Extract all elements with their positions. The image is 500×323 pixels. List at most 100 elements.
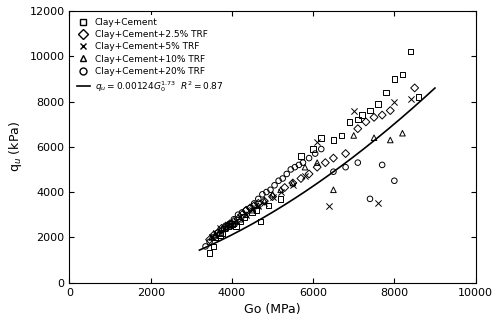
Point xyxy=(274,178,282,183)
Point xyxy=(330,169,338,174)
Point xyxy=(228,221,236,226)
Point xyxy=(366,108,374,113)
Point xyxy=(226,221,234,226)
Point xyxy=(210,233,218,238)
Point xyxy=(212,230,220,235)
Point xyxy=(346,119,354,124)
Point xyxy=(338,133,345,138)
Point xyxy=(410,85,418,90)
Point xyxy=(358,112,366,118)
Point xyxy=(268,194,276,199)
Point xyxy=(317,146,325,151)
Point xyxy=(232,224,240,229)
Point xyxy=(210,235,218,240)
Point xyxy=(216,230,224,235)
Point xyxy=(282,172,290,177)
Y-axis label: q$_u$ (kPa): q$_u$ (kPa) xyxy=(7,121,24,172)
Point xyxy=(248,208,256,213)
Point xyxy=(206,239,214,245)
Point xyxy=(313,165,321,170)
Point xyxy=(242,208,250,213)
Point xyxy=(386,137,394,142)
Point xyxy=(214,230,222,235)
Point xyxy=(238,212,246,217)
Point xyxy=(390,99,398,104)
Point xyxy=(326,203,334,208)
Point xyxy=(330,187,338,193)
Point xyxy=(278,176,286,181)
Point xyxy=(287,167,295,172)
Point xyxy=(390,178,398,183)
Point xyxy=(230,219,238,224)
Point xyxy=(212,235,220,240)
Point xyxy=(216,226,224,231)
Point xyxy=(354,160,362,165)
Point xyxy=(342,151,349,156)
Point xyxy=(218,230,226,235)
Point xyxy=(330,137,338,142)
Point xyxy=(311,151,319,156)
Point xyxy=(206,237,214,242)
Point xyxy=(242,212,250,217)
Point xyxy=(226,221,234,226)
Point xyxy=(270,183,278,188)
Point xyxy=(248,210,256,215)
Point xyxy=(220,226,228,231)
Point xyxy=(398,130,406,136)
Point xyxy=(297,153,305,159)
Point xyxy=(256,219,264,224)
X-axis label: Go (MPa): Go (MPa) xyxy=(244,303,301,316)
Point xyxy=(254,203,262,208)
Point xyxy=(330,156,338,161)
Point xyxy=(305,172,313,177)
Point xyxy=(305,156,313,161)
Point xyxy=(254,203,262,208)
Point xyxy=(276,190,284,195)
Point xyxy=(218,226,226,231)
Point xyxy=(202,244,209,249)
Point xyxy=(262,190,270,195)
Point xyxy=(236,219,244,224)
Point xyxy=(289,181,297,186)
Point xyxy=(222,226,230,231)
Point xyxy=(252,208,260,213)
Point xyxy=(322,160,330,165)
Point xyxy=(230,217,238,222)
Point xyxy=(268,194,276,199)
Point xyxy=(366,196,374,202)
Point xyxy=(386,108,394,113)
Point xyxy=(222,224,230,229)
Point xyxy=(266,187,274,193)
Point xyxy=(350,133,358,138)
Point xyxy=(313,160,321,165)
Point xyxy=(301,165,309,170)
Point xyxy=(280,185,288,190)
Point xyxy=(390,76,398,81)
Legend: Clay+Cement, Clay+Cement+2.5% TRF, Clay+Cement+5% TRF, Clay+Cement+10% TRF, Clay: Clay+Cement, Clay+Cement+2.5% TRF, Clay+… xyxy=(74,16,226,97)
Point xyxy=(301,174,309,179)
Point xyxy=(230,221,238,226)
Point xyxy=(317,135,325,140)
Point xyxy=(374,101,382,106)
Point xyxy=(362,119,370,124)
Point xyxy=(222,226,230,231)
Point xyxy=(370,135,378,140)
Point xyxy=(208,235,216,240)
Point xyxy=(250,201,258,206)
Point xyxy=(382,90,390,95)
Point xyxy=(238,210,246,215)
Point xyxy=(354,117,362,122)
Point xyxy=(406,49,414,54)
Point xyxy=(218,228,226,233)
Point xyxy=(260,199,268,204)
Point xyxy=(234,217,242,222)
Point xyxy=(212,233,220,238)
Point xyxy=(216,233,224,238)
Point xyxy=(230,219,238,224)
Point xyxy=(406,97,414,102)
Point xyxy=(276,196,284,202)
Point xyxy=(354,126,362,131)
Point xyxy=(246,205,254,211)
Point xyxy=(299,160,307,165)
Point xyxy=(297,176,305,181)
